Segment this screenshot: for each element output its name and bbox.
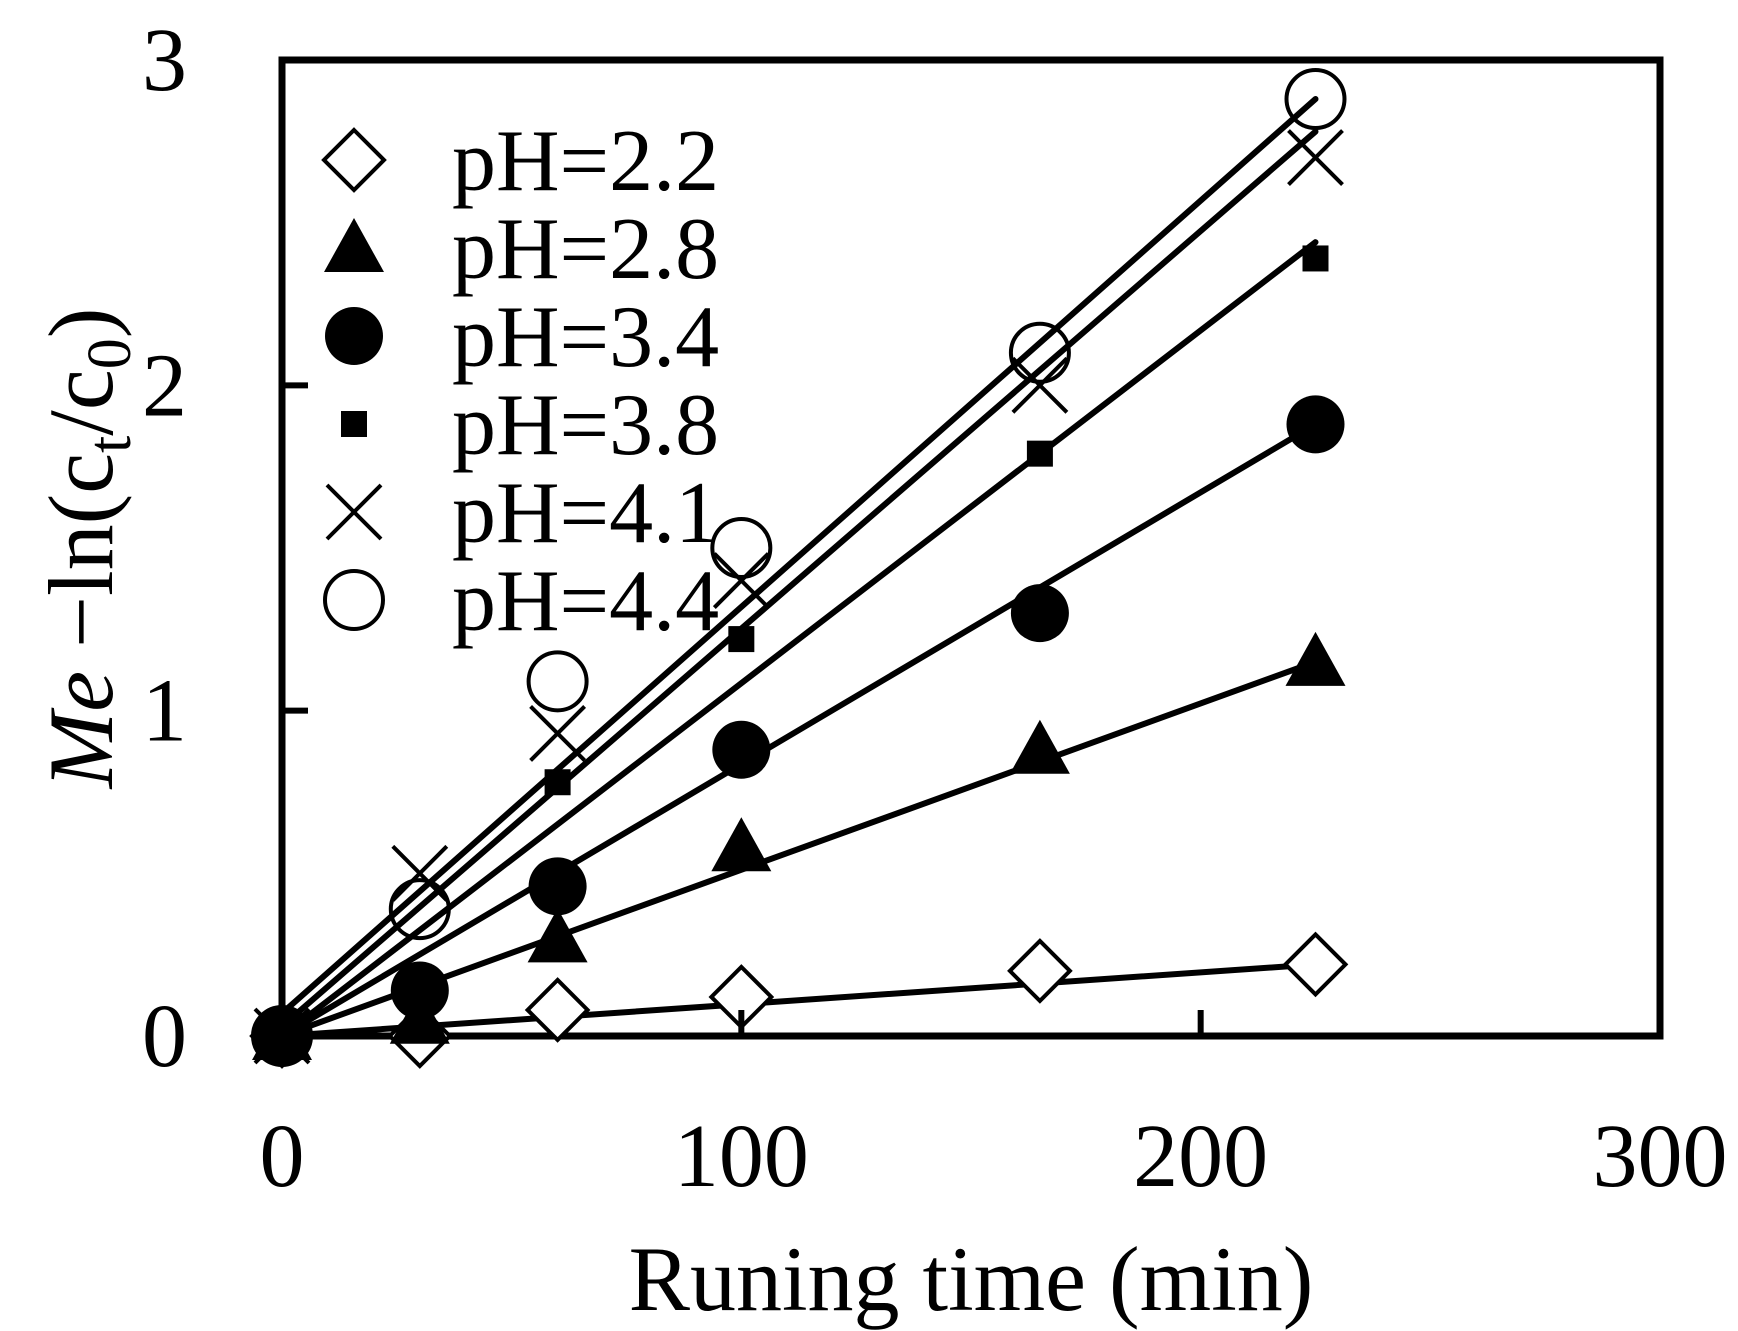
legend-label: pH=2.2 (452, 113, 719, 210)
legend-entry: pH=2.8 (324, 201, 719, 298)
fit-lines (279, 96, 1319, 1039)
fit-line-pH=4.1 (279, 128, 1319, 1030)
x-axis-title: Runing time (min) (629, 1228, 1314, 1330)
x-tick-label: 300 (1593, 1107, 1728, 1206)
y-axis-title-mid: /c (30, 369, 132, 435)
y-axis-title: Me −ln(ct/c0) (30, 308, 144, 791)
y-axis-title-sub1: t (76, 436, 144, 453)
x-tick-label: 100 (674, 1107, 809, 1206)
legend-entry: pH=3.8 (341, 377, 719, 474)
fit-line-pH=3.8 (279, 239, 1319, 1039)
fit-line-pH=4.4 (279, 96, 1319, 1017)
point-pH=3.4 (528, 857, 587, 916)
point-pH=4.1 (712, 552, 770, 609)
legend-marker-pH=2.8 (324, 218, 384, 272)
legend-entry: pH=3.4 (325, 289, 719, 386)
y-axis-title-sub2: 0 (76, 338, 144, 369)
y-axis-title-italic: Me (30, 671, 132, 790)
point-pH=4.4 (710, 517, 773, 579)
y-tick-label: 3 (142, 11, 187, 110)
legend-label: pH=4.4 (452, 553, 719, 650)
point-pH=2.2 (524, 977, 591, 1043)
point-pH=4.4 (526, 650, 589, 713)
point-pH=2.8 (527, 908, 588, 963)
fit-line-pH=2.8 (279, 658, 1319, 1039)
point-pH=3.8 (544, 769, 571, 796)
y-tick-label: 0 (142, 987, 187, 1086)
y-tick-label: 2 (142, 336, 187, 435)
legend-marker-pH=2.2 (321, 127, 387, 193)
point-pH=4.1 (1011, 356, 1069, 414)
data-markers (249, 68, 1349, 1069)
point-pH=2.2 (1007, 938, 1073, 1004)
point-pH=3.8 (1026, 440, 1053, 467)
point-pH=3.4 (1010, 584, 1069, 643)
point-pH=2.8 (1009, 719, 1070, 774)
point-pH=3.8 (728, 626, 755, 653)
x-tick-label: 200 (1133, 1107, 1268, 1206)
y-tick-label: 1 (142, 662, 187, 761)
fit-line-pH=3.4 (279, 421, 1319, 1039)
legend-label: pH=4.1 (452, 465, 719, 562)
point-pH=4.1 (391, 844, 449, 902)
y-axis-title-suffix: ) (30, 308, 132, 339)
legend-label: pH=2.8 (452, 201, 719, 298)
legend-entry: pH=4.4 (323, 553, 719, 650)
point-pH=3.4 (1286, 395, 1345, 454)
point-pH=2.2 (1282, 931, 1349, 998)
point-pH=4.4 (1008, 321, 1071, 384)
point-pH=2.8 (1285, 631, 1346, 686)
point-pH=4.1 (1287, 129, 1344, 187)
legend-marker-pH=3.8 (341, 411, 367, 437)
legend-marker-pH=4.1 (325, 483, 383, 541)
point-pH=3.8 (406, 990, 433, 1017)
point-pH=4.4 (1284, 68, 1347, 131)
point-pH=4.4 (388, 878, 451, 941)
point-pH=3.4 (390, 961, 449, 1020)
y-axis-title-prefix: −ln(c (30, 453, 132, 671)
legend-entry: pH=4.1 (325, 465, 719, 562)
plot-frame (278, 56, 1664, 1040)
point-pH=3.8 (1302, 245, 1329, 272)
legend-marker-pH=4.4 (323, 569, 385, 631)
legend-entry: pH=2.2 (321, 113, 719, 210)
legend: pH=2.2pH=2.8pH=3.4pH=3.8pH=4.1pH=4.4 (321, 113, 719, 650)
point-pH=4.4 (251, 1005, 313, 1067)
point-pH=3.4 (712, 720, 771, 779)
fit-line-pH=2.2 (279, 961, 1319, 1039)
axis-ticks: 0 100 200 300 0 1 2 3 (142, 11, 1728, 1206)
legend-label: pH=3.8 (452, 377, 719, 474)
point-pH=4.1 (529, 705, 587, 762)
legend-marker-pH=3.4 (325, 307, 383, 365)
point-pH=2.8 (711, 817, 772, 872)
legend-label: pH=3.4 (452, 289, 719, 386)
x-tick-label: 0 (260, 1107, 305, 1206)
